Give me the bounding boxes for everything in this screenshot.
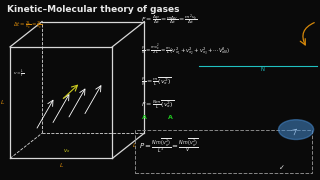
- Text: $P = \frac{Nm\overline{(v_x^2)}}{L^3} = \frac{Nm\overline{(v_x^2)}}{V}$: $P = \frac{Nm\overline{(v_x^2)}}{L^3} = …: [140, 138, 199, 156]
- Text: $F = \frac{Nm}{L}\overline{(v_x^2)}$: $F = \frac{Nm}{L}\overline{(v_x^2)}$: [141, 98, 174, 111]
- Text: $\checkmark$: $\checkmark$: [278, 163, 285, 170]
- Text: Kinetic–Molecular theory of gases: Kinetic–Molecular theory of gases: [7, 5, 180, 14]
- Text: $v = \frac{L}{t}$: $v = \frac{L}{t}$: [13, 69, 25, 80]
- Text: $v_x$: $v_x$: [62, 147, 70, 155]
- Text: L: L: [133, 143, 136, 148]
- Text: A: A: [142, 114, 147, 120]
- Text: $\Delta t = \frac{2L}{v_x} = \frac{2L}{v_x}$: $\Delta t = \frac{2L}{v_x} = \frac{2L}{v…: [13, 19, 43, 31]
- Text: L: L: [0, 100, 4, 105]
- Text: L: L: [60, 163, 63, 168]
- Bar: [135, 130, 312, 173]
- Text: N: N: [260, 67, 264, 72]
- Text: A: A: [168, 114, 173, 120]
- Circle shape: [278, 120, 314, 140]
- Text: $\frac{F}{N} = \frac{m}{L}\overline{(v_x^2)}$: $\frac{F}{N} = \frac{m}{L}\overline{(v_x…: [141, 76, 172, 88]
- Text: $F = \frac{\Delta p}{\Delta t} = \frac{m\Delta v}{\Delta t} = \frac{m^2 v_x}{\De: $F = \frac{\Delta p}{\Delta t} = \frac{m…: [141, 12, 198, 27]
- Text: $\frac{F}{N} = \frac{mv_x^2}{2L} = \frac{m}{L}(v_{x_1}^2 + v_{x_2}^2 + v_{x_3}^2: $\frac{F}{N} = \frac{mv_x^2}{2L} = \frac…: [141, 43, 230, 58]
